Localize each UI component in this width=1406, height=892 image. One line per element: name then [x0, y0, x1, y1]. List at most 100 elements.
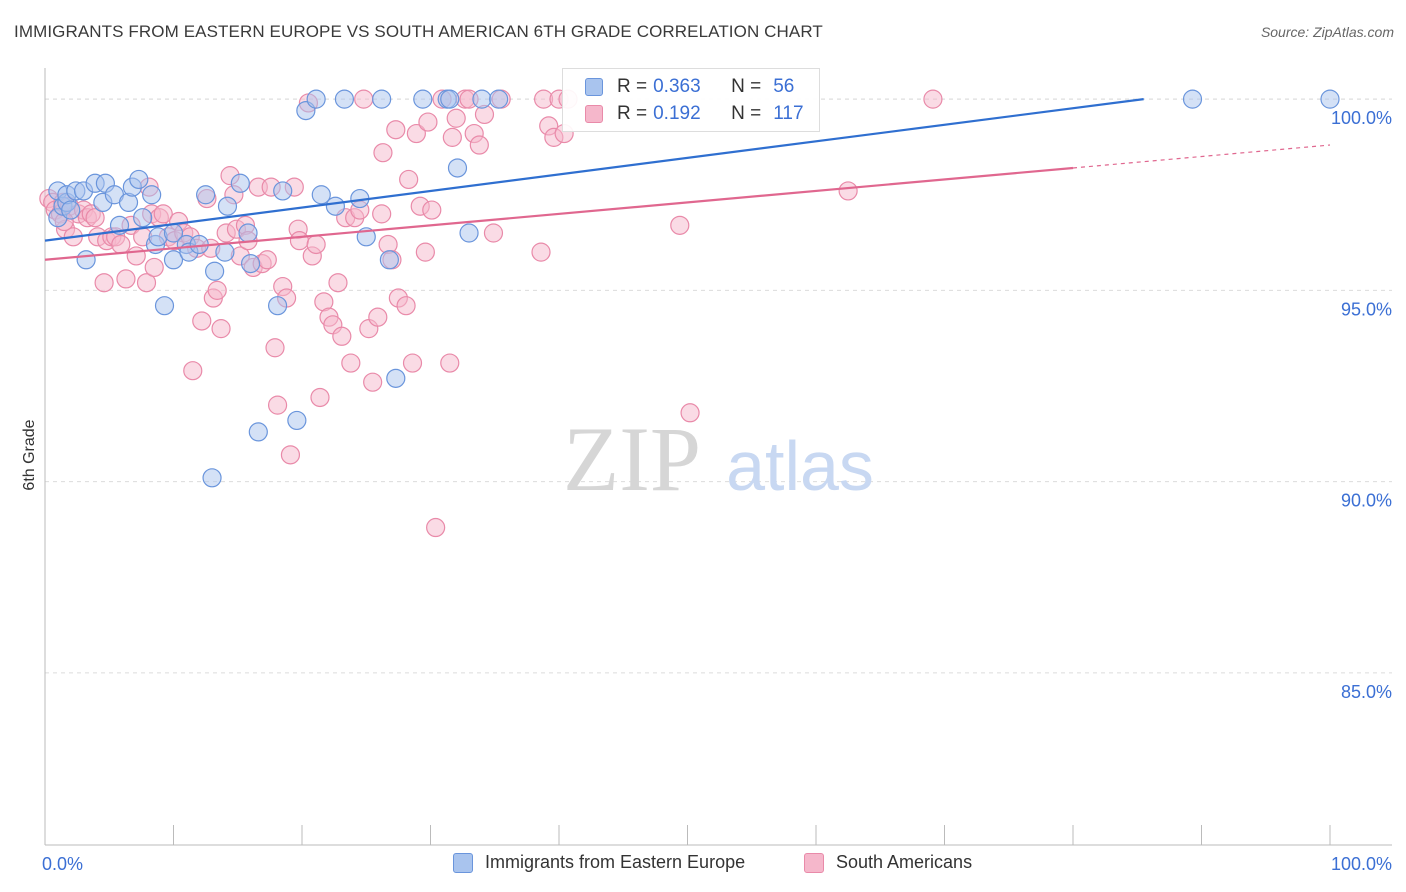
south-americans-point [111, 234, 131, 255]
eastern-europe-point [76, 250, 96, 270]
south-americans-point [211, 319, 231, 339]
series-legend: Immigrants from Eastern Europe South Ame… [0, 852, 1406, 876]
r-value: 0.192 [653, 103, 701, 124]
eastern-europe-point [248, 422, 268, 442]
south-americans-point [440, 353, 460, 373]
eastern-europe-point [129, 169, 149, 190]
south-americans-point [328, 273, 348, 293]
south-americans-point [838, 181, 858, 201]
eastern-europe-point [372, 89, 392, 109]
legend-row-eastern-europe: R = 0.363 N = 56 [585, 75, 794, 99]
n-value: 117 [773, 103, 804, 124]
south-americans-point [469, 135, 489, 155]
blue-swatch [585, 78, 603, 96]
y-tick-label: 100.0% [1331, 108, 1392, 128]
tick-labels: 85.0% 90.0% 95.0% 100.0% 0.0% 100.0% [42, 108, 1392, 874]
n-label: N = [731, 76, 762, 97]
south-americans-point [153, 204, 173, 224]
legend-row-south-americans: R = 0.192 N = 117 [585, 102, 804, 126]
south-americans-point [85, 208, 105, 228]
source-credit: Source: ZipAtlas.com [1260, 24, 1394, 40]
south-americans-point [289, 231, 310, 251]
south-americans-point [363, 372, 383, 392]
south-americans-point [267, 395, 288, 415]
r-label: R = [617, 76, 648, 97]
eastern-europe-point [205, 261, 225, 281]
eastern-europe-point [217, 196, 238, 216]
eastern-europe-point [447, 158, 468, 178]
legend-label: South Americans [836, 852, 973, 872]
watermark-atlas: atlas [726, 427, 874, 505]
south-americans-point [116, 269, 136, 289]
south-americans-point [126, 246, 146, 266]
south-americans-point [402, 353, 423, 373]
pink-swatch [804, 852, 824, 873]
eastern-europe-point [334, 89, 355, 109]
eastern-europe-point [386, 368, 406, 388]
south-americans-point [341, 353, 361, 373]
eastern-europe-point [61, 200, 81, 220]
n-value: 56 [773, 76, 795, 97]
south-americans-point [207, 280, 227, 300]
south-americans-point [670, 215, 690, 235]
y-tick-label: 95.0% [1341, 299, 1392, 319]
south-americans-point [306, 234, 326, 255]
south-americans-point [368, 307, 388, 327]
south-americans-point [399, 169, 419, 190]
south-americans-point [396, 296, 416, 316]
south-americans-point [418, 112, 438, 132]
south-americans-point [257, 250, 277, 270]
south-americans-point [373, 143, 393, 163]
eastern-europe-point [459, 223, 479, 243]
south-americans-point [406, 123, 426, 144]
eastern-europe-point [306, 89, 326, 109]
south-americans-point [372, 204, 392, 224]
eastern-europe-point [202, 468, 222, 488]
south-americans-point [446, 108, 466, 128]
south-americans-point [354, 89, 374, 109]
eastern-europe-point [472, 89, 492, 109]
eastern-europe-point [489, 89, 509, 109]
legend-item-south-americans: South Americans [804, 852, 972, 873]
x-tick-label-min: 0.0% [42, 854, 83, 874]
trend-lines [44, 98, 1331, 261]
south-americans-point [415, 242, 435, 262]
south-americans-point [265, 338, 285, 358]
eastern-europe-trendline [44, 98, 1144, 242]
eastern-europe-point [241, 254, 261, 274]
eastern-europe-point [215, 242, 235, 262]
south-americans-point [192, 311, 212, 331]
south-americans-point [280, 445, 301, 465]
eastern-europe-point [1182, 89, 1203, 109]
eastern-europe-point [287, 410, 307, 431]
eastern-europe-point [1320, 89, 1340, 109]
r-label: R = [617, 103, 648, 124]
eastern-europe-point [379, 250, 399, 270]
south-americans-point [680, 403, 700, 423]
x-tick-label-max: 100.0% [1331, 854, 1392, 874]
south-americans-point [442, 127, 462, 147]
legend-item-eastern-europe: Immigrants from Eastern Europe [453, 852, 745, 873]
watermark-zip: ZIP [563, 408, 701, 510]
eastern-europe-point [273, 181, 293, 201]
y-tick-label: 85.0% [1341, 682, 1392, 702]
south-americans-point [94, 273, 114, 293]
eastern-europe-point [163, 250, 184, 270]
eastern-europe-point [267, 296, 288, 316]
south-americans-point [422, 200, 442, 220]
eastern-europe-point [325, 196, 346, 216]
south-americans-point [923, 89, 943, 109]
south-americans-point [183, 361, 203, 381]
eastern-europe-point [196, 185, 216, 205]
south-americans-trendline [44, 166, 1074, 261]
pink-swatch [585, 105, 603, 123]
eastern-europe-point [154, 296, 175, 316]
y-tick-label: 90.0% [1341, 491, 1392, 511]
south-americans-point [310, 387, 330, 408]
south-americans-point [332, 326, 352, 346]
south-americans-point [483, 223, 504, 243]
eastern-europe-point [440, 89, 460, 109]
south-americans-trendline-extension [1072, 144, 1331, 169]
south-americans-point [426, 517, 446, 538]
